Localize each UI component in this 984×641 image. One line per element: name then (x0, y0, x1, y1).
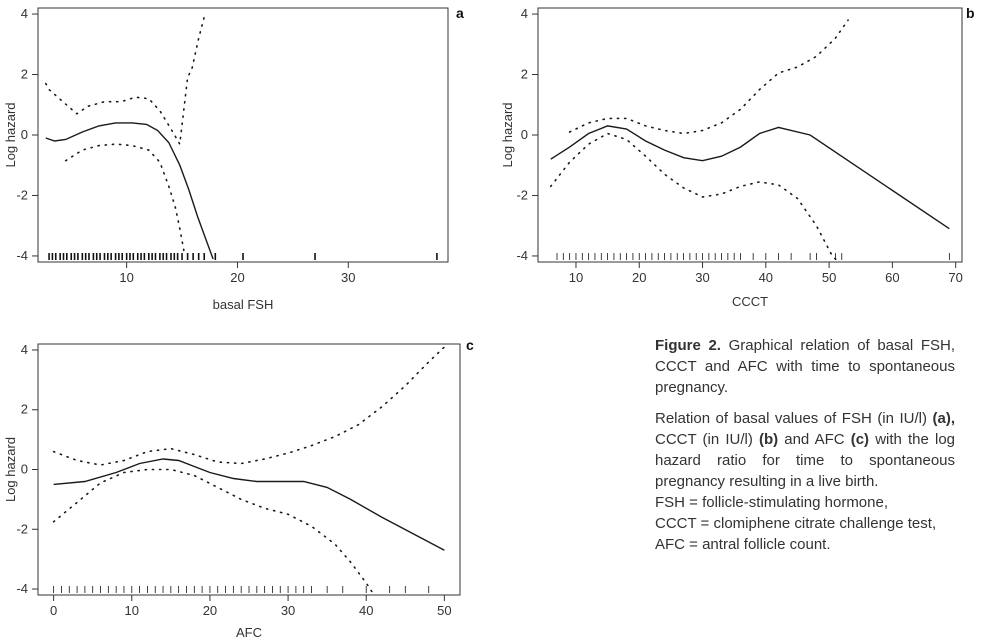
abbreviation-afc: AFC = antral follicle count. (655, 536, 831, 553)
chart-panel-c: 0 10 20 30 40 50 -4 -2 0 2 4 AFC Log hazard c (3, 337, 474, 640)
confidence-band-line (52, 468, 375, 595)
caption-body: Relation of basal values of FSH (in IU/l… (655, 408, 955, 492)
y-tick-label: -4 (16, 248, 28, 263)
chart-panel-a: 10 20 30 -4 -2 0 2 4 basal FSH Log hazard a (3, 5, 464, 312)
figure-label: Figure 2. (655, 337, 721, 354)
y-tick-label: -2 (16, 187, 28, 202)
y-tick-label: -4 (516, 248, 528, 263)
y-axis-title: Log hazard (500, 102, 515, 167)
y-tick-label: -2 (16, 521, 28, 536)
confidence-band-line (64, 143, 186, 254)
caption-body-part: CCCT (in IU/l) (655, 431, 759, 448)
panel-letter: c (466, 337, 474, 353)
abbreviation-ccct: CCCT = clomiphene citrate challenge test… (655, 515, 937, 532)
caption-tag-b: (b) (758, 431, 779, 448)
caption-title-text: Graphical relation of basal FSH, CCCT an… (655, 337, 955, 396)
caption-body-part: Relation of basal values of FSH (in IU/l… (655, 410, 933, 427)
plot-frame (537, 7, 963, 263)
x-tick-label: 10 (119, 270, 133, 285)
y-tick-label: 0 (521, 127, 528, 142)
figure-caption: Figure 2. Graphical relation of basal FS… (655, 335, 955, 555)
y-tick-label: 0 (21, 127, 28, 142)
panel-letter: a (456, 5, 464, 21)
plot-frame (37, 343, 461, 596)
x-tick-label: 20 (632, 270, 646, 285)
panel-letter: b (966, 5, 975, 21)
caption-body-part: and AFC (778, 431, 851, 448)
x-tick-label: 20 (203, 603, 217, 618)
x-tick-label: 20 (230, 270, 244, 285)
x-tick-label: 30 (281, 603, 295, 618)
confidence-band-line (568, 19, 849, 135)
caption-body-part: with the log hazard ratio for time to sp… (655, 431, 956, 490)
x-tick-label: 30 (341, 270, 355, 285)
x-tick-label: 40 (359, 603, 373, 618)
x-tick-label: 10 (569, 270, 583, 285)
x-tick-label: 70 (948, 270, 962, 285)
chart-panel-b: 10 20 30 40 50 60 70 -4 -2 0 2 4 CCCT Log hazard b (500, 5, 975, 309)
confidence-band-line (52, 346, 446, 466)
x-tick-label: 30 (695, 270, 709, 285)
caption-title: Figure 2. Graphical relation of basal FS… (655, 335, 955, 398)
x-tick-label: 40 (759, 270, 773, 285)
y-tick-label: 4 (21, 6, 28, 21)
y-tick-label: 2 (21, 402, 28, 417)
caption-tag-a: (a), (932, 410, 956, 427)
abbreviation-fsh: FSH = follicle-stimulating hormone, (655, 494, 889, 511)
caption-tag-c: (c) (850, 431, 870, 448)
x-axis-title: CCCT (732, 294, 768, 309)
y-tick-label: 2 (21, 67, 28, 82)
y-tick-label: -2 (516, 187, 528, 202)
plot-frame (37, 7, 449, 263)
x-tick-label: 0 (50, 603, 57, 618)
log-hazard-curve (45, 122, 214, 260)
x-tick-label: 60 (885, 270, 899, 285)
confidence-band-line (45, 16, 205, 147)
x-tick-label: 10 (125, 603, 139, 618)
x-axis-title: basal FSH (213, 297, 274, 312)
x-axis-title: AFC (236, 625, 262, 640)
confidence-band-line (549, 132, 840, 262)
y-axis-title: Log hazard (3, 102, 18, 167)
y-tick-label: 2 (521, 67, 528, 82)
log-hazard-curve (53, 458, 445, 551)
x-tick-label: 50 (437, 603, 451, 618)
x-tick-label: 50 (822, 270, 836, 285)
y-tick-label: 4 (521, 6, 528, 21)
log-hazard-curve (550, 125, 950, 230)
y-axis-title: Log hazard (3, 437, 18, 502)
y-tick-label: -4 (16, 581, 28, 596)
y-tick-label: 0 (21, 462, 28, 477)
y-tick-label: 4 (21, 342, 28, 357)
